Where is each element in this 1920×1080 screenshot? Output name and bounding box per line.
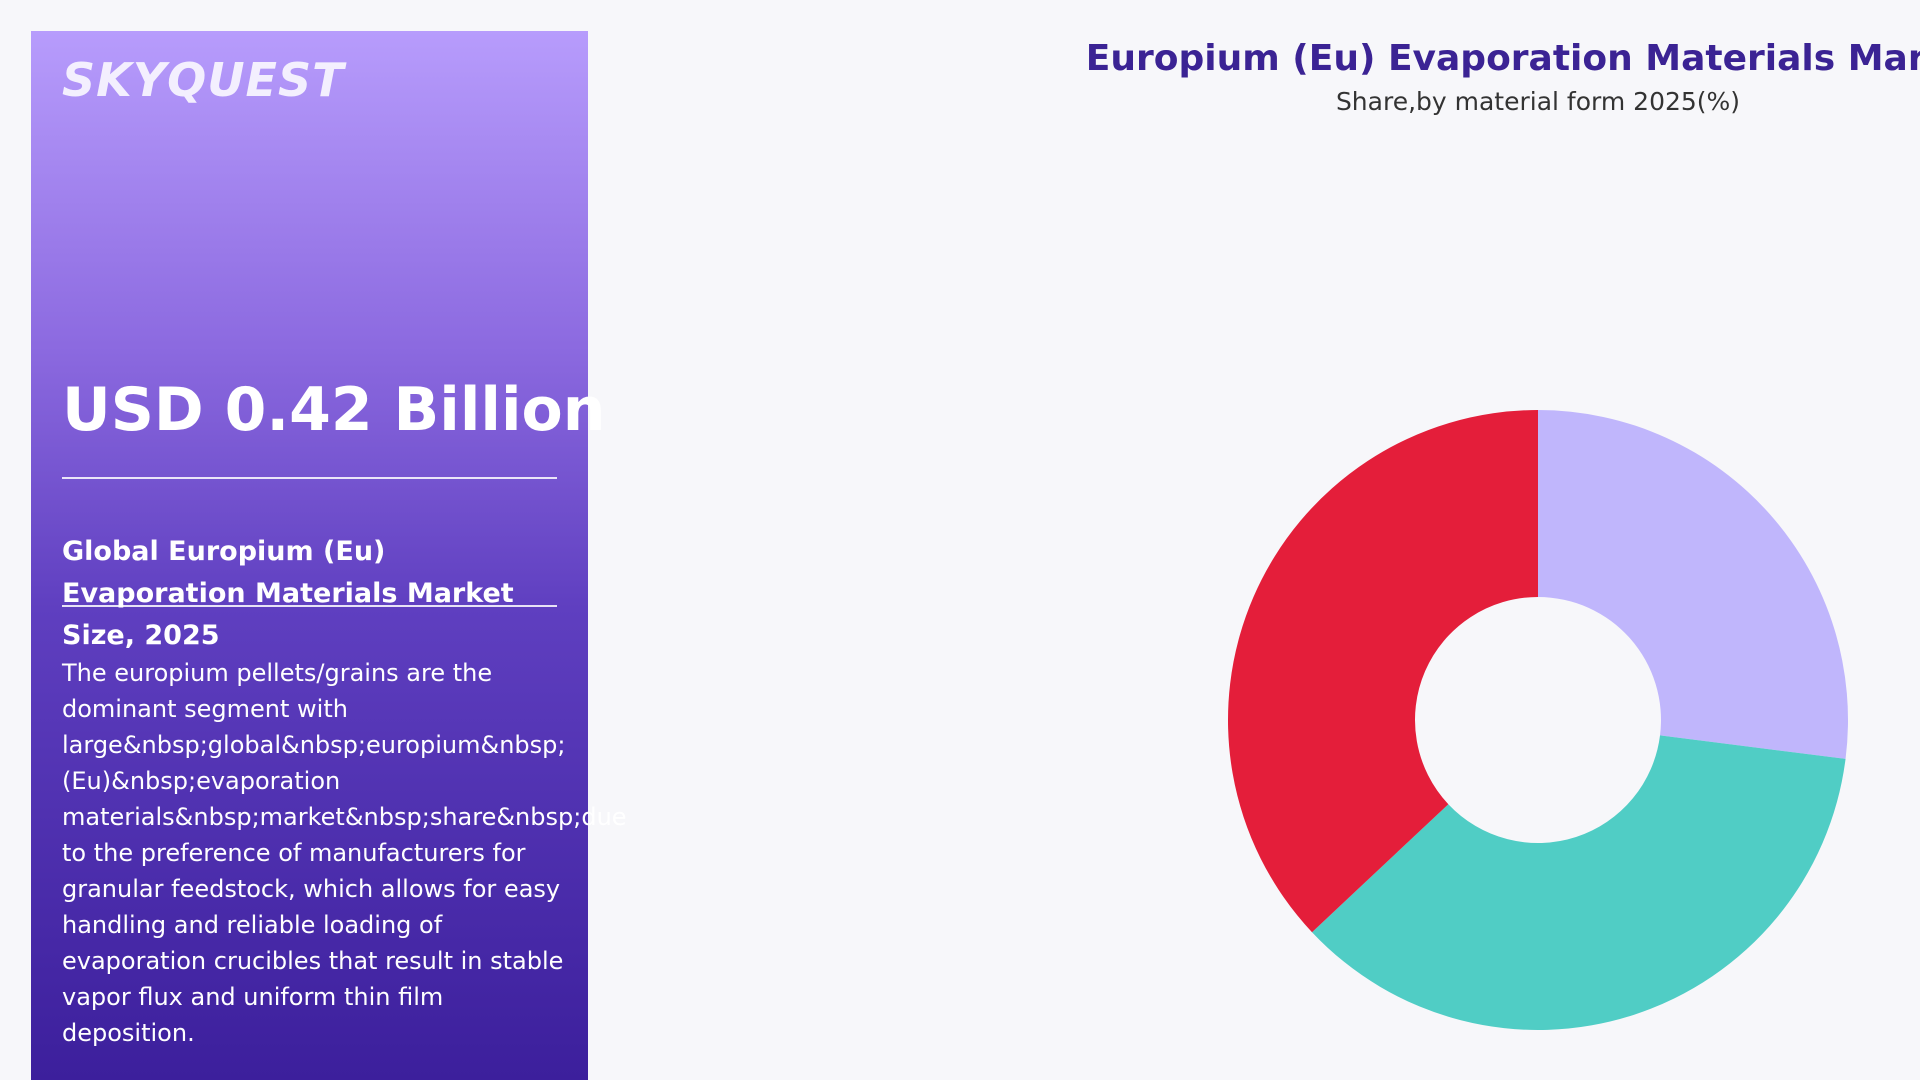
summary-panel: SKYQUEST USD 0.42 Billion Global Europiu…: [31, 31, 627, 1080]
chart: Europium (Eu) Evaporation Materials Mark…: [1086, 38, 1920, 1030]
divider: [62, 477, 557, 479]
logo: SKYQUEST: [62, 53, 345, 107]
donut-slice: [1228, 410, 1538, 933]
divider: [62, 605, 557, 607]
chart-subtitle: Share,by material form 2025(%): [1336, 87, 1740, 116]
donut-slice: [1538, 410, 1848, 759]
panel-heading: Global Europium (Eu) Evaporation Materia…: [62, 536, 514, 651]
chart-title: Europium (Eu) Evaporation Materials Mark…: [1086, 38, 1920, 79]
donut-slice: [1312, 735, 1846, 1030]
market-value: USD 0.42 Billion: [62, 375, 606, 445]
panel-description: The europium pellets/grains are the domi…: [62, 659, 627, 1047]
